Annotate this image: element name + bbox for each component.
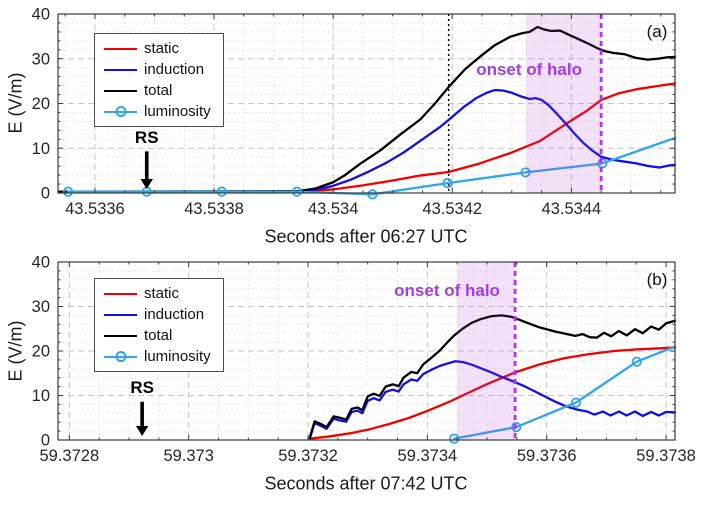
y-tick-label: 40 xyxy=(32,254,50,272)
y-axis-label-a: E (V/m) xyxy=(5,72,26,134)
y-tick-label: 0 xyxy=(41,185,50,203)
y-tick-label: 30 xyxy=(32,298,50,316)
legend-item-total: total xyxy=(104,326,211,345)
y-tick-label: 20 xyxy=(32,95,50,113)
legend-swatch-static-line xyxy=(104,289,137,299)
series-luminosity-line xyxy=(453,345,677,440)
legend-swatch-luminosity-marker xyxy=(104,350,137,362)
y-tick-label: 10 xyxy=(32,387,50,405)
x-tick-label: 43.534 xyxy=(308,200,358,218)
rs-label-a: RS xyxy=(134,127,159,147)
halo-band-b xyxy=(457,262,516,440)
legend-label-luminosity: luminosity xyxy=(144,103,211,120)
legend-item-static: static xyxy=(104,284,211,303)
legend-label-total: total xyxy=(144,82,173,99)
x-tick-label: 59.3736 xyxy=(517,447,577,465)
onset-of-halo-label-a: onset of halo xyxy=(476,59,582,79)
series-induction-line xyxy=(308,360,677,440)
x-tick-label: 59.373 xyxy=(163,447,213,465)
x-tick-label: 43.5344 xyxy=(542,200,602,218)
legend-swatch-induction-line xyxy=(104,310,137,320)
legend-item-induction: induction xyxy=(104,305,211,324)
x-tick-label: 59.3732 xyxy=(278,447,338,465)
legend-b: static induction total luminosity xyxy=(94,278,224,372)
legend-a: static induction total luminosity xyxy=(94,33,224,127)
series-luminosity-line xyxy=(66,136,677,196)
series-static-line xyxy=(308,346,677,440)
legend-label-induction: induction xyxy=(144,306,205,323)
legend-item-luminosity: luminosity xyxy=(104,102,211,121)
tick-marks xyxy=(58,13,675,194)
series-induction-line xyxy=(58,88,677,194)
rs-arrow-head xyxy=(135,425,149,436)
series-luminosity-markers xyxy=(449,356,642,444)
legend-swatch-static-line xyxy=(104,44,137,54)
x-tick-label: 43.5342 xyxy=(422,200,482,218)
x-tick-label: 43.5338 xyxy=(184,200,244,218)
x-axis-label-b: Seconds after 07:42 UTC xyxy=(264,473,468,494)
legend-item-total: total xyxy=(104,81,211,100)
x-tick-label: 43.5336 xyxy=(65,200,125,218)
x-tick-label: 59.3728 xyxy=(40,447,100,465)
legend-label-static: static xyxy=(144,40,180,57)
halo-band-a xyxy=(526,14,602,193)
y-tick-label: 10 xyxy=(32,140,50,158)
x-tick-label: 59.3738 xyxy=(636,447,696,465)
rs-label-b: RS xyxy=(130,378,154,398)
panel-b: 59.3728 59.373 59.3732 59.3734 59.3736 59.373… xyxy=(32,254,696,466)
tick-labels: 59.3728 59.373 59.3732 59.3734 59.3736 59.373… xyxy=(32,254,696,466)
y-tick-label: 40 xyxy=(32,6,50,24)
legend-marker-circle xyxy=(115,350,126,362)
y-tick-label: 20 xyxy=(32,343,50,361)
panel-a: 43.5336 43.5338 43.534 43.5342 43.5344 0 10 20 3… xyxy=(32,6,677,219)
series-total-line xyxy=(58,25,677,193)
legend-item-induction: induction xyxy=(104,60,211,79)
legend-swatch-total-line xyxy=(104,331,137,341)
y-tick-label: 30 xyxy=(32,50,50,68)
legend-label-induction: induction xyxy=(144,61,205,78)
y-axis-label-b: E (V/m) xyxy=(5,320,26,382)
legend-label-total: total xyxy=(144,327,173,344)
tick-labels: 43.5336 43.5338 43.534 43.5342 43.5344 0 10 20 3… xyxy=(32,6,602,219)
legend-item-luminosity: luminosity xyxy=(104,347,211,366)
x-tick-label: 59.3734 xyxy=(398,447,458,465)
onset-of-halo-label-b: onset of halo xyxy=(394,281,500,301)
legend-label-luminosity: luminosity xyxy=(144,348,211,365)
y-tick-label: 0 xyxy=(41,432,50,450)
tick-marks xyxy=(58,261,675,441)
legend-item-static: static xyxy=(104,39,211,58)
rs-arrow-head xyxy=(140,178,153,189)
legend-swatch-total-line xyxy=(104,86,137,96)
x-axis-label-a: Seconds after 06:27 UTC xyxy=(264,226,468,247)
legend-label-static: static xyxy=(144,285,180,302)
legend-swatch-induction-line xyxy=(104,65,137,75)
series-total-line xyxy=(308,314,677,439)
series-luminosity-markers xyxy=(63,158,608,200)
panel-label-a: (a) xyxy=(646,22,668,41)
panel-label-b: (b) xyxy=(646,270,668,289)
legend-swatch-luminosity-marker xyxy=(104,105,137,117)
legend-marker-circle xyxy=(115,105,126,117)
